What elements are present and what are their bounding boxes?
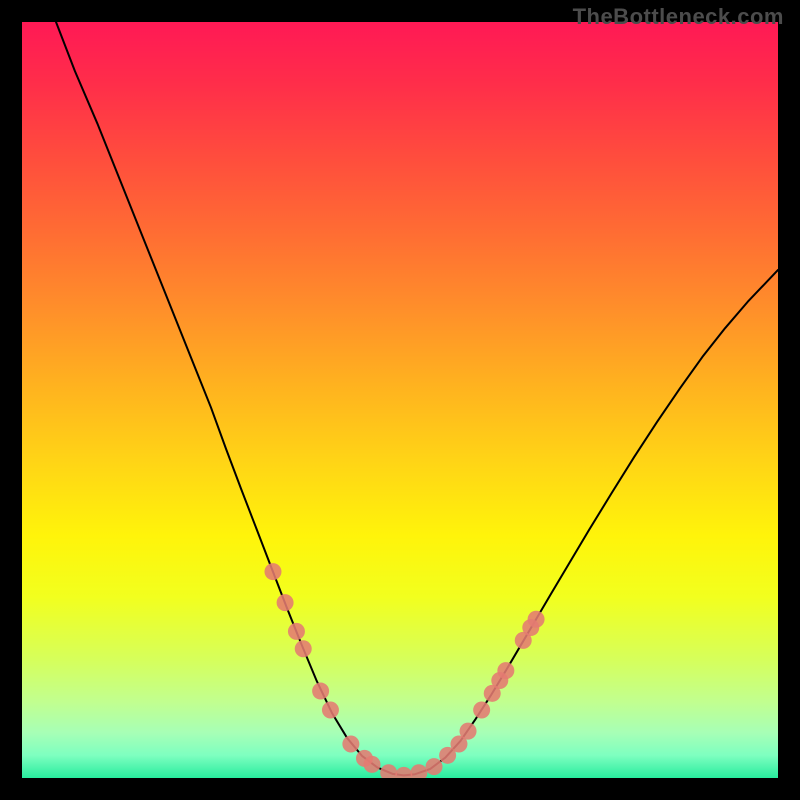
- scatter-marker: [264, 563, 281, 580]
- scatter-marker: [528, 611, 545, 628]
- scatter-marker: [295, 640, 312, 657]
- scatter-marker: [473, 701, 490, 718]
- scatter-marker: [342, 735, 359, 752]
- watermark-text: TheBottleneck.com: [573, 4, 784, 30]
- scatter-marker: [364, 756, 381, 773]
- scatter-marker: [277, 594, 294, 611]
- scatter-marker: [460, 723, 477, 740]
- scatter-marker: [497, 662, 514, 679]
- scatter-marker: [312, 683, 329, 700]
- chart-frame: TheBottleneck.com: [0, 0, 800, 800]
- scatter-marker: [322, 701, 339, 718]
- scatter-marker: [288, 623, 305, 640]
- chart-background: [22, 22, 778, 778]
- scatter-marker: [426, 758, 443, 775]
- chart-plot: [22, 22, 778, 778]
